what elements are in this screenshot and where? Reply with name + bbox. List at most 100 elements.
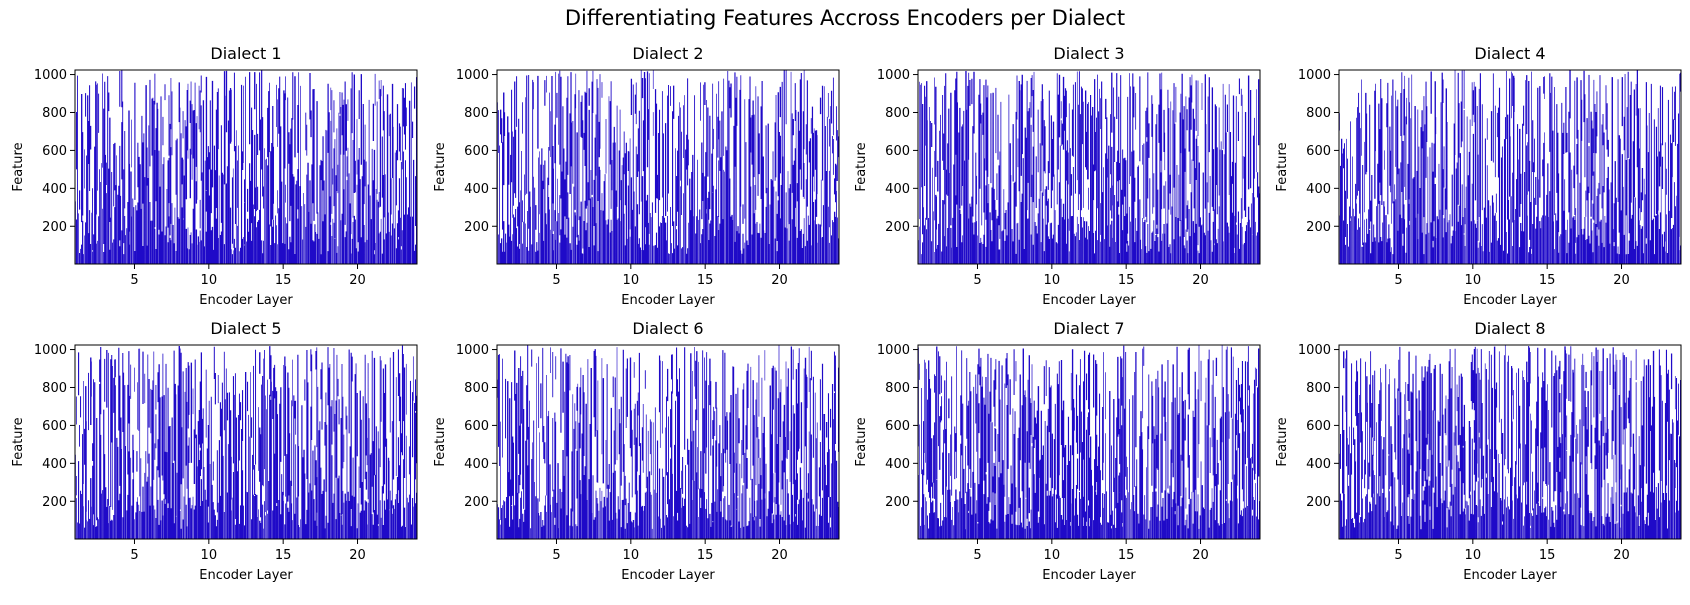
y-axis-label: Feature bbox=[11, 417, 26, 466]
panel-dialect-5: Dialect 5 5 10 15 20 200 400 600 800 1000 Encoder … bbox=[5, 319, 427, 605]
y-tick-label: 800 bbox=[42, 381, 67, 396]
y-tick-label: 800 bbox=[42, 106, 67, 121]
heatmap-svg: 5 10 15 20 200 400 600 800 1000 Encoder Layer Feat… bbox=[854, 68, 1261, 308]
panel-title: Dialect 5 bbox=[210, 319, 282, 338]
heatmap-marks bbox=[918, 345, 1260, 539]
x-tick-label: 10 bbox=[201, 548, 218, 563]
subplot-grid: Dialect 1 5 10 15 20 200 400 600 800 1000 Encoder … bbox=[5, 44, 1690, 583]
x-tick-label: 15 bbox=[275, 273, 292, 288]
y-tick-label: 1000 bbox=[877, 343, 910, 358]
heatmap-svg: 5 10 15 20 200 400 600 800 1000 Encoder Layer Feat… bbox=[854, 343, 1261, 583]
axes-frame bbox=[917, 69, 1261, 265]
x-tick-label: 5 bbox=[130, 548, 138, 563]
x-axis-label: Encoder Layer bbox=[199, 568, 293, 583]
y-tick-label: 1000 bbox=[877, 68, 910, 83]
panel-title: Dialect 3 bbox=[1053, 44, 1125, 63]
x-tick-label: 20 bbox=[1192, 273, 1209, 288]
panel-title: Dialect 7 bbox=[1053, 319, 1125, 338]
y-tick-label: 800 bbox=[1306, 106, 1331, 121]
y-axis-label: Feature bbox=[11, 142, 26, 191]
x-tick-label: 5 bbox=[552, 273, 560, 288]
axes-frame bbox=[74, 344, 418, 540]
y-tick-label: 600 bbox=[42, 144, 67, 159]
x-tick-label: 20 bbox=[771, 548, 788, 563]
heatmap-marks bbox=[75, 70, 417, 264]
y-tick-label: 400 bbox=[1306, 457, 1331, 472]
x-tick-label: 15 bbox=[1118, 548, 1135, 563]
y-axis-label: Feature bbox=[854, 142, 869, 191]
axes-frame bbox=[496, 344, 840, 540]
y-axis-label: Feature bbox=[433, 142, 448, 191]
y-tick-label: 800 bbox=[885, 106, 910, 121]
axes-frame bbox=[1338, 344, 1682, 540]
y-tick-label: 200 bbox=[1306, 495, 1331, 510]
heatmap-cells bbox=[497, 345, 839, 539]
x-tick-label: 5 bbox=[1394, 548, 1402, 563]
y-tick-label: 400 bbox=[42, 182, 67, 197]
heatmap-svg: 5 10 15 20 200 400 600 800 1000 Encoder Layer Feat… bbox=[11, 68, 418, 308]
y-tick-label: 400 bbox=[464, 457, 489, 472]
y-tick-label: 600 bbox=[1306, 144, 1331, 159]
panel-dialect-4: Dialect 4 5 10 15 20 200 400 600 800 1000 Encoder … bbox=[1269, 44, 1690, 330]
panel-title: Dialect 1 bbox=[210, 44, 282, 63]
y-tick-label: 200 bbox=[885, 220, 910, 235]
heatmap-marks bbox=[1339, 345, 1681, 539]
panel-title: Dialect 6 bbox=[632, 319, 704, 338]
y-tick-label: 1000 bbox=[1298, 343, 1331, 358]
x-axis-label: Encoder Layer bbox=[1463, 293, 1557, 308]
y-tick-label: 1000 bbox=[34, 343, 67, 358]
heatmap-cells bbox=[75, 345, 417, 539]
heatmap-svg: 5 10 15 20 200 400 600 800 1000 Encoder Layer Feat… bbox=[433, 343, 840, 583]
y-tick-label: 200 bbox=[464, 495, 489, 510]
x-axis-label: Encoder Layer bbox=[621, 568, 715, 583]
y-tick-label: 1000 bbox=[456, 68, 489, 83]
y-axis-label: Feature bbox=[854, 417, 869, 466]
y-tick-label: 200 bbox=[885, 495, 910, 510]
x-tick-label: 5 bbox=[973, 273, 981, 288]
axes-frame bbox=[74, 69, 418, 265]
heatmap-marks bbox=[497, 345, 839, 539]
panel-title: Dialect 8 bbox=[1474, 319, 1546, 338]
x-tick-label: 15 bbox=[1118, 273, 1135, 288]
panel-dialect-1: Dialect 1 5 10 15 20 200 400 600 800 1000 Encoder … bbox=[5, 44, 427, 330]
heatmap-cells bbox=[497, 70, 839, 264]
x-tick-label: 10 bbox=[623, 548, 640, 563]
heatmap-marks bbox=[497, 70, 839, 264]
y-axis-label: Feature bbox=[1275, 417, 1290, 466]
y-tick-label: 800 bbox=[1306, 381, 1331, 396]
heatmap-svg: 5 10 15 20 200 400 600 800 1000 Encoder Layer Feat… bbox=[11, 343, 418, 583]
y-tick-label: 200 bbox=[464, 220, 489, 235]
y-tick-label: 200 bbox=[1306, 220, 1331, 235]
heatmap-cells bbox=[918, 71, 1260, 264]
x-tick-label: 20 bbox=[1192, 548, 1209, 563]
x-axis-label: Encoder Layer bbox=[1463, 568, 1557, 583]
y-tick-label: 800 bbox=[464, 381, 489, 396]
y-tick-label: 600 bbox=[885, 419, 910, 434]
x-axis-label: Encoder Layer bbox=[1042, 293, 1136, 308]
x-tick-label: 5 bbox=[130, 273, 138, 288]
heatmap-cells bbox=[75, 70, 417, 264]
heatmap-svg: 5 10 15 20 200 400 600 800 1000 Encoder Layer Feat… bbox=[1275, 343, 1682, 583]
panel-dialect-2: Dialect 2 5 10 15 20 200 400 600 800 1000 Encoder … bbox=[427, 44, 849, 330]
y-tick-label: 600 bbox=[464, 419, 489, 434]
heatmap-svg: 5 10 15 20 200 400 600 800 1000 Encoder Layer Feat… bbox=[433, 68, 840, 308]
panel-dialect-8: Dialect 8 5 10 15 20 200 400 600 800 1000 Encoder … bbox=[1269, 319, 1690, 605]
heatmap-cells bbox=[918, 345, 1260, 539]
y-tick-label: 400 bbox=[1306, 182, 1331, 197]
panel-title: Dialect 2 bbox=[632, 44, 704, 63]
x-tick-label: 15 bbox=[275, 548, 292, 563]
y-tick-label: 200 bbox=[42, 220, 67, 235]
x-tick-label: 20 bbox=[1613, 548, 1630, 563]
y-tick-label: 800 bbox=[885, 381, 910, 396]
y-tick-label: 600 bbox=[885, 144, 910, 159]
heatmap-svg: 5 10 15 20 200 400 600 800 1000 Encoder Layer Feat… bbox=[1275, 68, 1682, 308]
x-tick-label: 15 bbox=[1539, 273, 1556, 288]
y-tick-label: 600 bbox=[1306, 419, 1331, 434]
y-tick-label: 1000 bbox=[34, 68, 67, 83]
y-tick-label: 400 bbox=[885, 457, 910, 472]
x-tick-label: 10 bbox=[1465, 273, 1482, 288]
panel-dialect-6: Dialect 6 5 10 15 20 200 400 600 800 1000 Encoder … bbox=[427, 319, 849, 605]
heatmap-marks bbox=[1339, 70, 1681, 264]
x-tick-label: 5 bbox=[552, 548, 560, 563]
y-tick-label: 1000 bbox=[456, 343, 489, 358]
